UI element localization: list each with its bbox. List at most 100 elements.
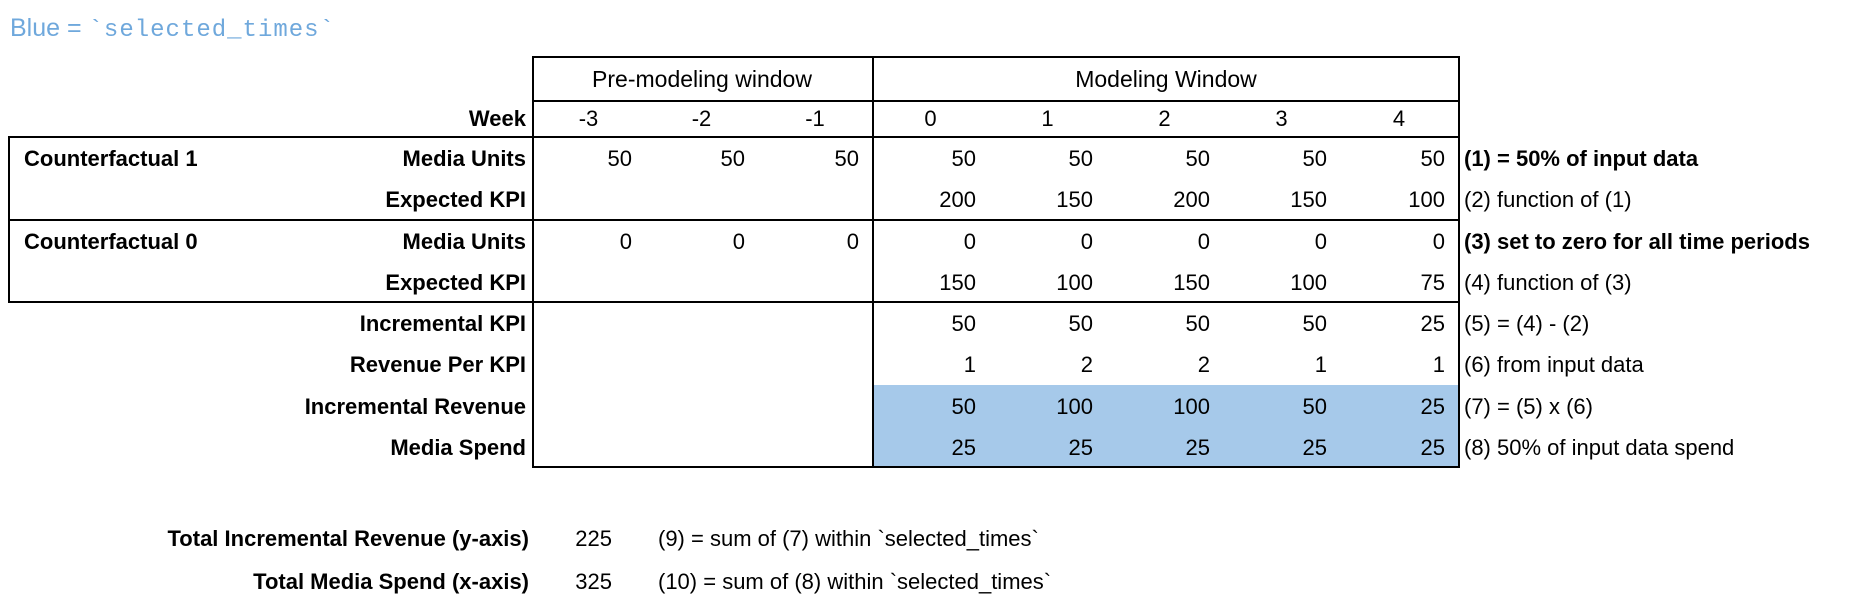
week-cell: 3 [1275,106,1288,131]
row-label: Media Spend [390,435,526,460]
row-values: 0 0 0 0 0 0 0 0 [532,221,1458,262]
table-row-media-units-cf1: Counterfactual 1 Media Units 50 50 50 50… [0,138,1876,179]
cell: 150 [1173,270,1210,295]
row-note: (8) 50% of input data spend [1464,435,1735,460]
row-label: Incremental Revenue [304,394,526,419]
cell [758,427,872,468]
cell: 0 [963,229,976,254]
week-cell: 0 [924,106,937,131]
cell: 50 [607,146,632,171]
week-values: -3 -2 -1 0 1 2 3 4 [532,102,1458,136]
row-label: Revenue Per KPI [349,352,526,377]
cell: 1 [1432,352,1445,377]
border-week-bottom [8,136,1460,138]
week-cell: 4 [1392,106,1406,131]
cell: 0 [1080,229,1093,254]
row-label: Media Units [402,146,526,171]
selected-times-highlight [874,385,1458,466]
cell: 50 [951,311,976,336]
row-label: Incremental KPI [359,311,526,336]
row-label: Media Units [402,229,526,254]
cell: 75 [1420,270,1445,295]
header-modeling-window: Modeling Window [1075,66,1257,92]
cell: 0 [1197,229,1210,254]
cell: 25 [1420,435,1445,460]
total-note: (10) = sum of (8) within `selected_times… [658,569,1052,594]
cell: 150 [939,270,976,295]
row-values: 150 100 150 100 75 [532,262,1458,303]
cell [645,179,758,220]
row-values: 25 25 25 25 25 [532,427,1458,468]
week-cell: -1 [805,106,825,131]
cell: 2 [1197,352,1210,377]
total-label: Total Incremental Revenue (y-axis) [167,526,530,551]
row-values: 50 100 100 50 25 [532,386,1458,427]
cell [645,303,758,344]
border-label-divider [532,56,534,468]
cell: 50 [1185,311,1210,336]
cell [645,344,758,385]
cell [758,386,872,427]
cell: 1 [1314,352,1327,377]
cell [532,262,645,303]
cell: 50 [834,146,859,171]
total-label: Total Media Spend (x-axis) [253,569,529,594]
cell [758,303,872,344]
week-cell: -3 [578,106,599,131]
row-label: Expected KPI [385,187,526,212]
week-cell: 2 [1158,106,1171,131]
table-row-expected-kpi-cf1: Expected KPI 200 150 200 150 100 (2) fun… [0,179,1876,220]
group-label: Counterfactual 0 [24,229,198,254]
total-value: 325 [575,569,612,594]
cell: 50 [720,146,745,171]
row-note: (1) = 50% of input data [1464,146,1699,171]
cell: 100 [1056,270,1093,295]
cell: 100 [1408,187,1445,212]
cell: 50 [1068,146,1093,171]
row-note: (3) set to zero for all time periods [1464,229,1810,254]
cell: 0 [1432,229,1445,254]
week-row-label: Week [468,106,526,131]
border-right-outer [1458,56,1460,468]
cell: 0 [846,229,859,254]
cell [645,386,758,427]
border-table-bottom [532,466,1460,468]
cell: 50 [951,146,976,171]
row-note: (5) = (4) - (2) [1464,311,1590,336]
cell: 0 [1314,229,1327,254]
cell: 200 [1173,187,1210,212]
border-counterfactual0-bottom [8,301,1460,303]
legend-blue-selected-times: Blue = `selected_times` [10,12,335,44]
cell: 0 [619,229,632,254]
row-note: (7) = (5) x (6) [1464,394,1593,419]
cell: 50 [1302,311,1327,336]
cell [645,427,758,468]
cell: 25 [1068,435,1093,460]
table-row-expected-kpi-cf0: Expected KPI 150 100 150 100 75 (4) func… [0,262,1876,303]
cell [532,386,645,427]
cell [532,303,645,344]
row-note: (6) from input data [1464,352,1644,377]
week-cell: -2 [691,106,712,131]
cell: 200 [939,187,976,212]
cell: 50 [1420,146,1445,171]
row-label: Expected KPI [385,270,526,295]
cell: 25 [1302,435,1327,460]
table-row-incremental-revenue: Incremental Revenue 50 100 100 50 25 (7)… [0,386,1876,427]
total-value: 225 [575,526,612,551]
border-window-divider [872,56,874,468]
cell: 150 [1290,187,1327,212]
cell: 25 [1420,311,1445,336]
cell: 150 [1056,187,1093,212]
cell: 50 [1302,146,1327,171]
table-row-media-spend: Media Spend 25 25 25 25 25 (8) 50% of in… [0,427,1876,468]
border-counterfactual1-bottom [8,219,1460,221]
cell: 0 [732,229,745,254]
row-values: 1 2 2 1 1 [532,344,1458,385]
cell [758,179,872,220]
cell: 100 [1173,394,1210,419]
cell: 25 [1185,435,1210,460]
row-note: (4) function of (3) [1464,270,1632,295]
cell: 100 [1056,394,1093,419]
cell: 50 [1185,146,1210,171]
